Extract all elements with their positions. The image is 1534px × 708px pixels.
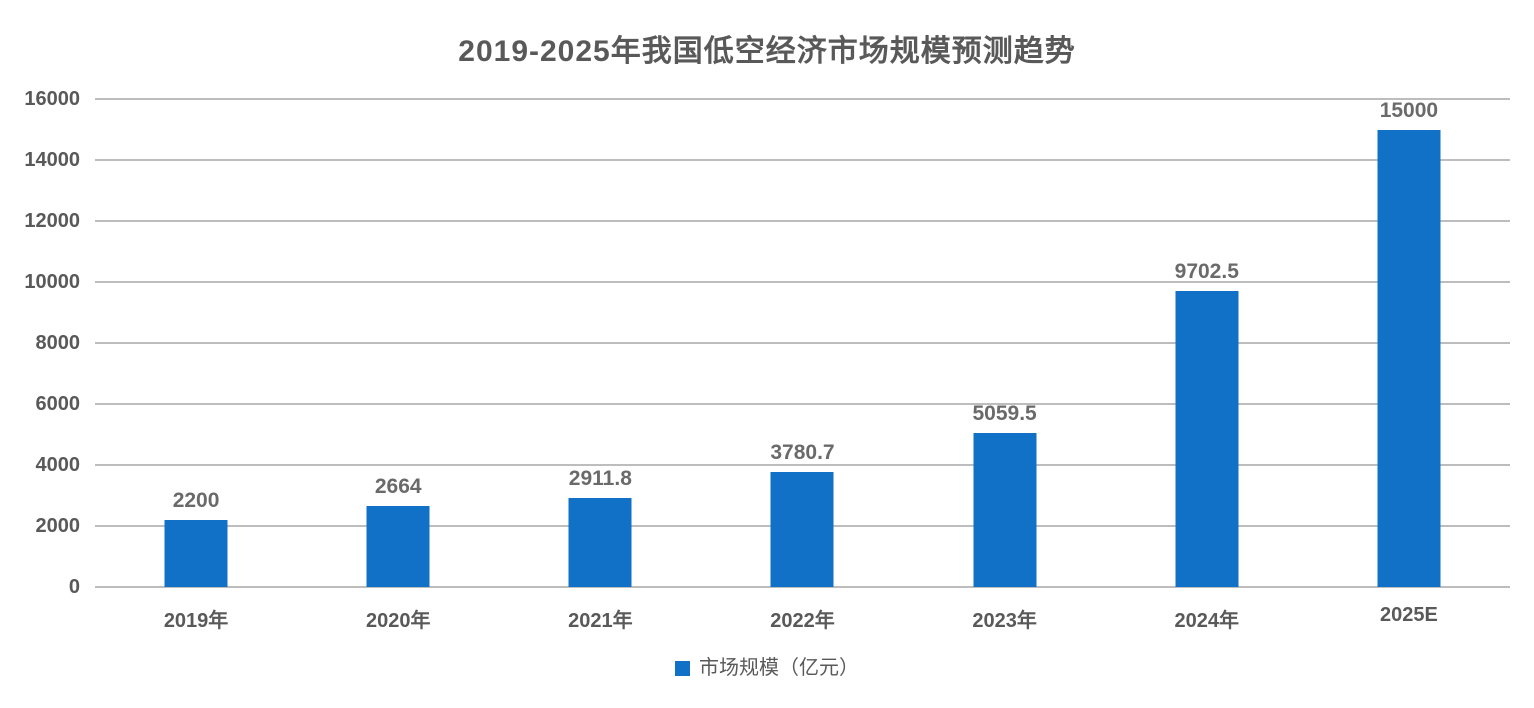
gridline [95, 403, 1510, 405]
bar-slot: 2200 2019年 [95, 99, 297, 632]
bar-slot: 9702.5 2024年 [1106, 99, 1308, 632]
chart-title: 2019-2025年我国低空经济市场规模预测趋势 [458, 35, 1076, 68]
bar-series: 2200 2019年 2664 2020年 2911.8 2021年 3780.7 2022年… [95, 98, 1510, 632]
y-tick-label: 8000 [35, 332, 81, 354]
bar-2020年 [366, 505, 430, 587]
y-tick-label: 6000 [35, 393, 81, 415]
gridline [95, 464, 1510, 466]
x-axis-line [95, 586, 1510, 588]
bar-slot: 3780.7 2022年 [701, 99, 903, 632]
value-label: 3780.7 [770, 440, 835, 464]
bar-slot: 2911.8 2021年 [499, 99, 701, 632]
y-tick-label: 14000 [24, 149, 80, 171]
x-category-label: 2024年 [1174, 610, 1240, 632]
bar-slot: 15000 2025E [1308, 98, 1510, 626]
value-label: 15000 [1379, 98, 1439, 122]
y-tick-label: 2000 [35, 515, 81, 537]
gridline [95, 342, 1510, 344]
value-label: 9702.5 [1174, 260, 1239, 284]
value-label: 2911.8 [568, 467, 632, 491]
x-category-label: 2020年 [365, 610, 431, 632]
gridline [95, 281, 1510, 283]
gridline [95, 159, 1510, 161]
x-category-label: 2023年 [972, 610, 1037, 632]
x-category-label: 2021年 [568, 610, 633, 632]
x-category-label: 2025E [1379, 604, 1438, 626]
bar-2019年 [164, 519, 228, 587]
x-category-label: 2022年 [770, 610, 835, 632]
x-category-label: 2019年 [163, 610, 229, 632]
value-label: 2664 [374, 474, 422, 498]
y-tick-label: 12000 [24, 210, 80, 232]
y-tick-label: 16000 [24, 88, 80, 110]
value-label: 2200 [172, 488, 220, 512]
gridline [95, 220, 1510, 222]
bar-2024年 [1175, 291, 1239, 587]
bar-2023年 [973, 432, 1037, 587]
bar-2021年 [568, 498, 632, 587]
gridline [95, 98, 1510, 100]
legend: 市场规模（亿元） [0, 658, 1534, 678]
legend-label: 市场规模（亿元） [699, 657, 859, 679]
bar-2022年 [770, 471, 834, 587]
legend-swatch-icon [675, 660, 690, 676]
y-tick-label: 4000 [35, 454, 81, 476]
bar-slot: 2664 2020年 [297, 99, 499, 632]
y-tick-label: 10000 [24, 271, 80, 293]
bar-2025E [1377, 129, 1441, 587]
value-label: 5059.5 [972, 401, 1037, 425]
y-tick-label: 0 [68, 576, 80, 598]
bar-slot: 5059.5 2023年 [904, 99, 1106, 632]
